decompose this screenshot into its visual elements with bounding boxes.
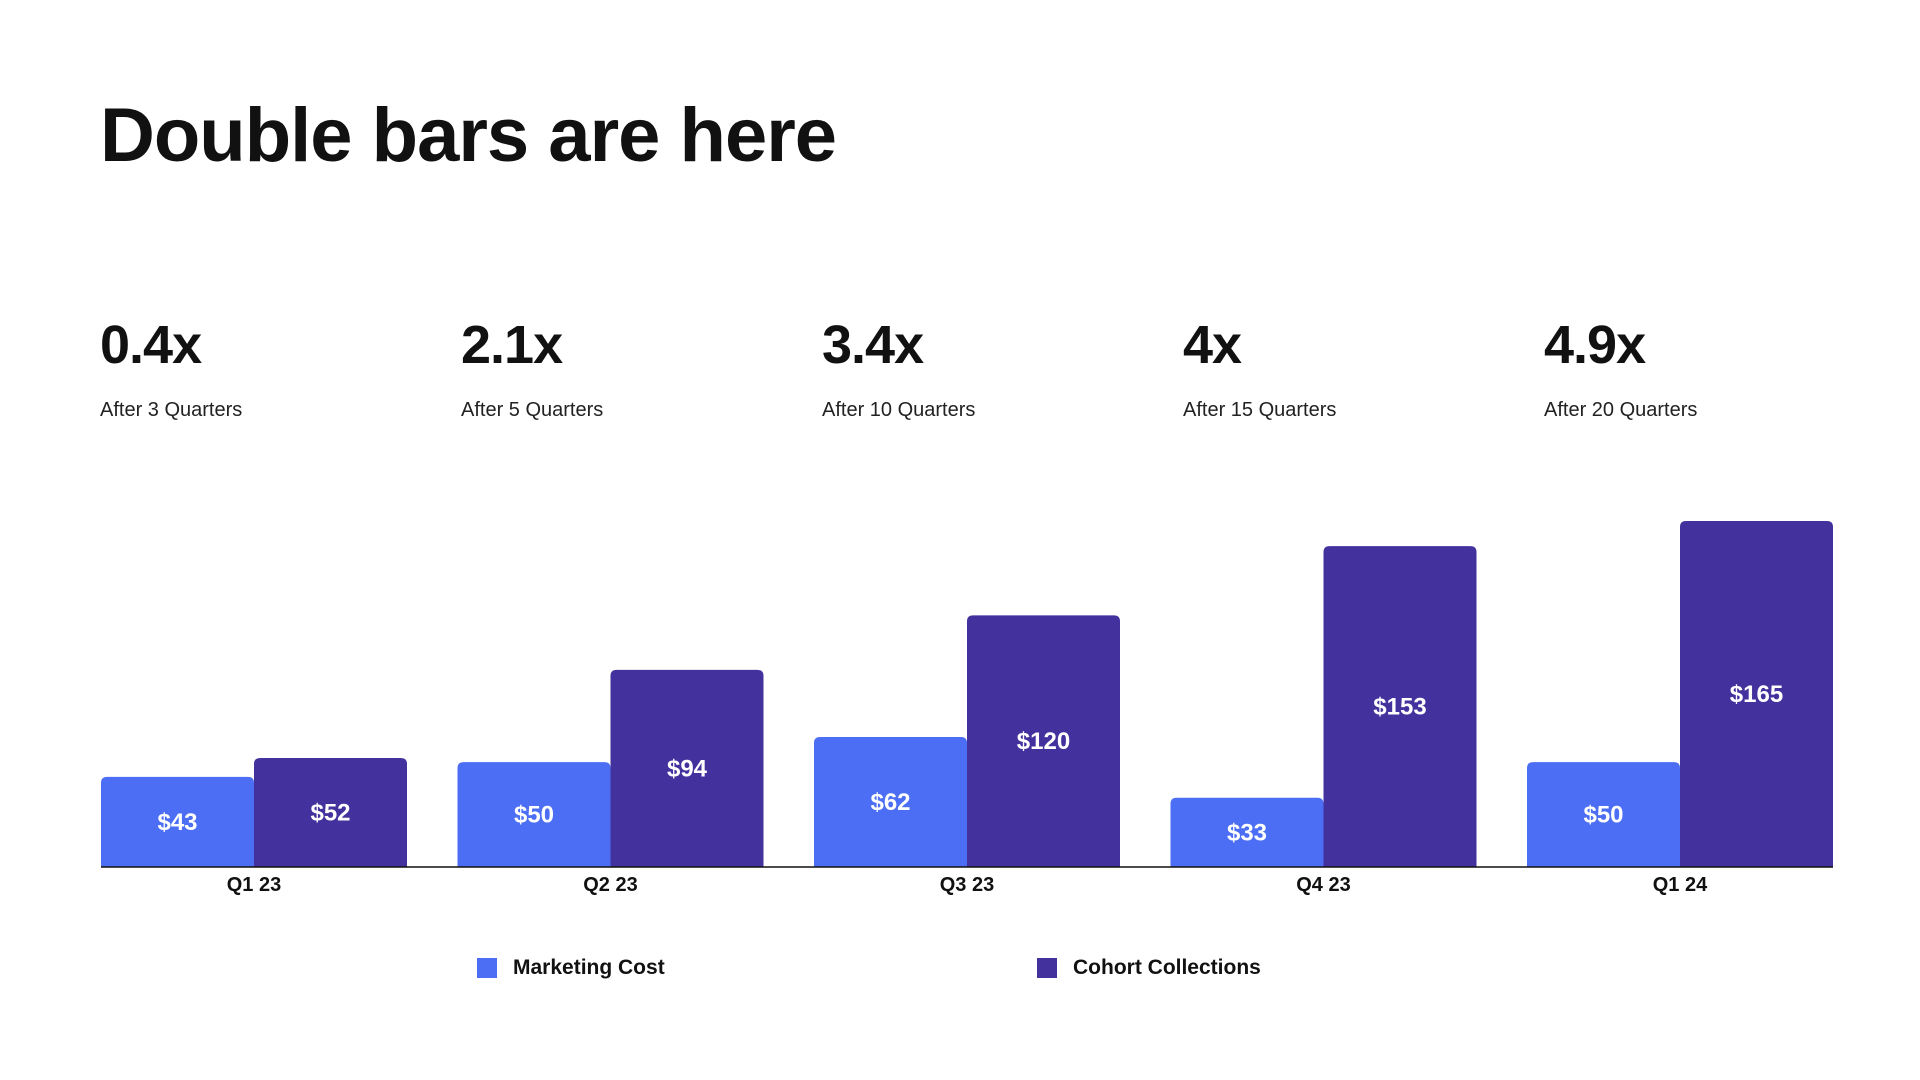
bar-cohort-collections <box>610 669 764 867</box>
x-tick-label: Q4 23 <box>1296 874 1350 896</box>
data-label: $62 <box>870 789 910 816</box>
data-label: $43 <box>157 809 197 836</box>
bar-marketing-cost <box>1170 797 1324 867</box>
stat-q3: 0.4x After 3 Quarters <box>100 318 400 420</box>
bar-marketing-cost <box>101 776 254 867</box>
stat-value: 4x <box>1183 315 1242 375</box>
x-tick-label: Q1 23 <box>227 874 281 896</box>
x-tick-label: Q3 23 <box>940 874 994 896</box>
bar-cohort-collections <box>254 757 407 867</box>
stat-value: 4.9x <box>1544 315 1646 375</box>
legend-label: Marketing Cost <box>513 956 665 979</box>
data-label: $33 <box>1227 819 1267 846</box>
data-label: $50 <box>514 802 554 829</box>
bar-marketing-cost <box>1527 762 1680 867</box>
data-label: $94 <box>667 755 708 782</box>
x-tick-label: Q2 23 <box>583 874 637 896</box>
stat-label: After 20 Quarters <box>1544 399 1698 421</box>
data-label: $52 <box>310 799 350 826</box>
stat-label: After 10 Quarters <box>822 399 976 421</box>
legend-swatch-marketing-cost <box>477 957 497 978</box>
page-title: Double bars are here <box>100 93 837 178</box>
bar-cohort-collections <box>1680 521 1833 867</box>
stat-value: 3.4x <box>822 315 924 375</box>
data-label: $50 <box>1583 802 1623 829</box>
stat-q20: 4.9x After 20 Quarters <box>1544 318 1844 420</box>
legend-item-marketing-cost: Marketing Cost <box>477 957 665 978</box>
stat-label: After 15 Quarters <box>1183 399 1337 421</box>
stat-value: 2.1x <box>461 315 563 375</box>
data-label: $165 <box>1730 681 1783 708</box>
data-label: $153 <box>1373 694 1426 721</box>
stat-label: After 5 Quarters <box>461 399 604 421</box>
bar-cohort-collections <box>967 615 1120 867</box>
stat-q10: 3.4x After 10 Quarters <box>822 318 1122 420</box>
stat-value: 0.4x <box>100 315 202 375</box>
legend-label: Cohort Collections <box>1073 956 1261 979</box>
stat-q5: 2.1x After 5 Quarters <box>461 318 761 420</box>
legend-item-cohort-collections: Cohort Collections <box>1037 957 1261 978</box>
data-label: $120 <box>1017 728 1070 755</box>
legend-swatch-cohort-collections <box>1037 957 1057 978</box>
bar-cohort-collections <box>1323 546 1477 867</box>
bar-marketing-cost <box>814 736 967 867</box>
stat-label: After 3 Quarters <box>100 399 243 421</box>
bar-marketing-cost <box>457 762 611 867</box>
stat-q15: 4x After 15 Quarters <box>1183 318 1483 420</box>
x-tick-label: Q1 24 <box>1653 874 1708 896</box>
